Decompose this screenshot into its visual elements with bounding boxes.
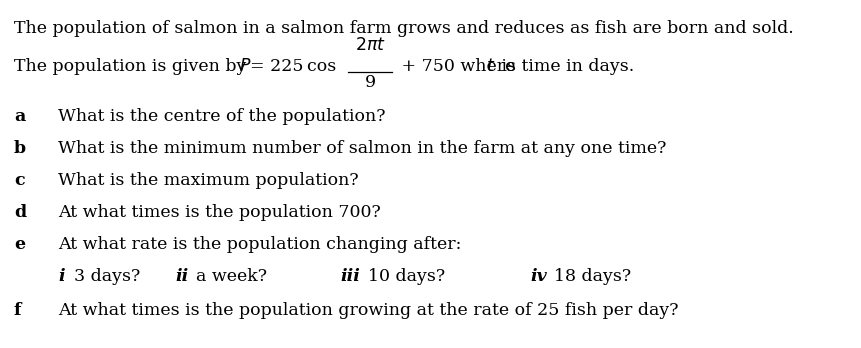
Text: The population is given by: The population is given by — [14, 58, 252, 75]
Text: What is the maximum population?: What is the maximum population? — [58, 172, 359, 189]
Text: At what rate is the population changing after:: At what rate is the population changing … — [58, 236, 461, 253]
Text: a: a — [14, 108, 25, 125]
Text: b: b — [14, 140, 26, 157]
Text: What is the minimum number of salmon in the farm at any one time?: What is the minimum number of salmon in … — [58, 140, 666, 157]
Text: c: c — [14, 172, 25, 189]
Text: $P$: $P$ — [239, 58, 251, 75]
Text: $2\pi t$: $2\pi t$ — [355, 37, 386, 54]
Text: 3 days?: 3 days? — [74, 268, 140, 285]
Text: What is the centre of the population?: What is the centre of the population? — [58, 108, 386, 125]
Text: iii: iii — [340, 268, 360, 285]
Text: + 750 where: + 750 where — [396, 58, 521, 75]
Text: $t$: $t$ — [486, 58, 495, 75]
Text: d: d — [14, 204, 26, 221]
Text: The population of salmon in a salmon farm grows and reduces as fish are born and: The population of salmon in a salmon far… — [14, 20, 794, 37]
Text: = 225 cos: = 225 cos — [250, 58, 337, 75]
Text: e: e — [14, 236, 25, 253]
Text: iv: iv — [530, 268, 547, 285]
Text: 9: 9 — [364, 74, 375, 91]
Text: a week?: a week? — [196, 268, 267, 285]
Text: 10 days?: 10 days? — [368, 268, 445, 285]
Text: At what times is the population growing at the rate of 25 fish per day?: At what times is the population growing … — [58, 302, 678, 319]
Text: ii: ii — [175, 268, 189, 285]
Text: i: i — [58, 268, 65, 285]
Text: is time in days.: is time in days. — [496, 58, 635, 75]
Text: 18 days?: 18 days? — [554, 268, 631, 285]
Text: f: f — [14, 302, 22, 319]
Text: At what times is the population 700?: At what times is the population 700? — [58, 204, 381, 221]
